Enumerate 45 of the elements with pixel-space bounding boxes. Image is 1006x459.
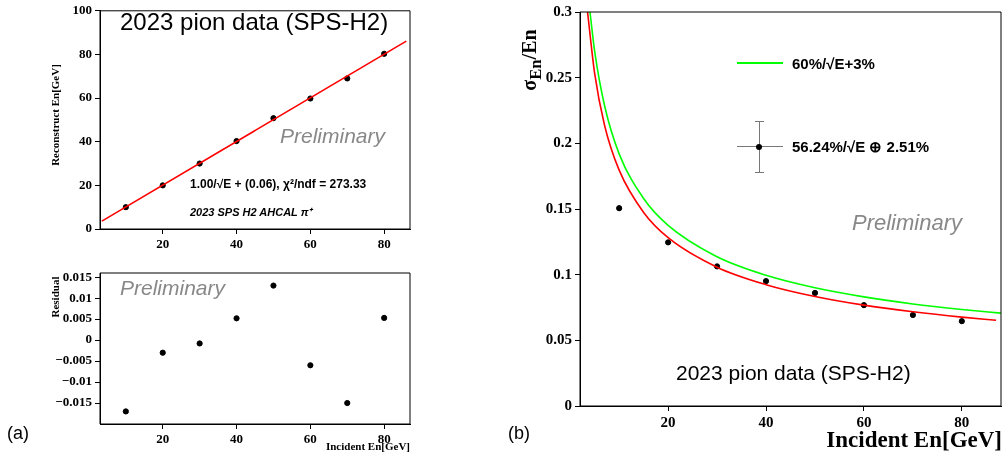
y-tick-label: 60 xyxy=(79,89,92,105)
y-tick-label: 0.01 xyxy=(69,289,92,305)
x-axis-title: Incident En[GeV] xyxy=(826,427,1002,453)
x-tick-label: 60 xyxy=(856,413,872,430)
annotation: 2023 SPS H2 AHCAL π⁺ xyxy=(190,205,313,219)
y-axis-title: Residual xyxy=(49,276,61,318)
y-tick-label: 100 xyxy=(72,2,92,18)
y-tick-label: 80 xyxy=(79,45,92,61)
y-tick-label: 20 xyxy=(79,176,92,192)
y-tick-label: 0.005 xyxy=(62,310,93,326)
y-tick-label: 0.2 xyxy=(553,134,572,151)
annotation: 2023 pion data (SPS-H2) xyxy=(676,361,911,385)
y-tick-label: 0.25 xyxy=(545,68,572,85)
y-tick-label: 0 xyxy=(564,396,572,413)
x-tick-label: 80 xyxy=(954,413,970,430)
y-tick-label: 0 xyxy=(85,220,92,236)
text: (b) xyxy=(508,423,530,444)
annotation: 2023 pion data (SPS-H2) xyxy=(120,8,389,36)
y-tick-label: 0.015 xyxy=(62,268,93,284)
y-tick-label: 0.15 xyxy=(545,199,572,216)
annotation: Preliminary xyxy=(852,210,963,236)
annotation: Preliminary xyxy=(120,276,226,300)
y-tick-label: 40 xyxy=(79,133,92,149)
y-tick-label: 0.3 xyxy=(553,2,572,19)
x-tick-label: 20 xyxy=(660,413,676,430)
text: (a) xyxy=(7,423,29,444)
y-tick-label: 0.05 xyxy=(545,331,572,348)
x-tick-label: 40 xyxy=(230,431,244,447)
y-tick-label: 0.1 xyxy=(553,265,572,282)
x-tick-label: 20 xyxy=(156,236,170,252)
x-tick-label: 40 xyxy=(758,413,774,430)
y-tick-label: 0 xyxy=(85,331,92,347)
x-tick-label: 80 xyxy=(377,236,391,252)
y-tick-label: −0.015 xyxy=(55,394,93,410)
y-tick-label: −0.01 xyxy=(61,373,92,389)
x-tick-label: 60 xyxy=(303,236,317,252)
legend-label: 56.24%/√E ⊕ 2.51% xyxy=(792,138,930,156)
x-tick-label: 40 xyxy=(230,236,244,252)
annotation: 1.00/√E + (0.06), χ²/ndf = 273.33 xyxy=(190,177,367,191)
x-tick-label: 20 xyxy=(156,431,170,447)
y-tick-label: −0.005 xyxy=(55,352,93,368)
annotation: Preliminary xyxy=(280,124,386,148)
x-tick-label: 60 xyxy=(303,431,317,447)
legend-label: 60%/√E+3% xyxy=(792,54,875,72)
y-axis-title: Reconstruct En[GeV] xyxy=(49,64,61,166)
